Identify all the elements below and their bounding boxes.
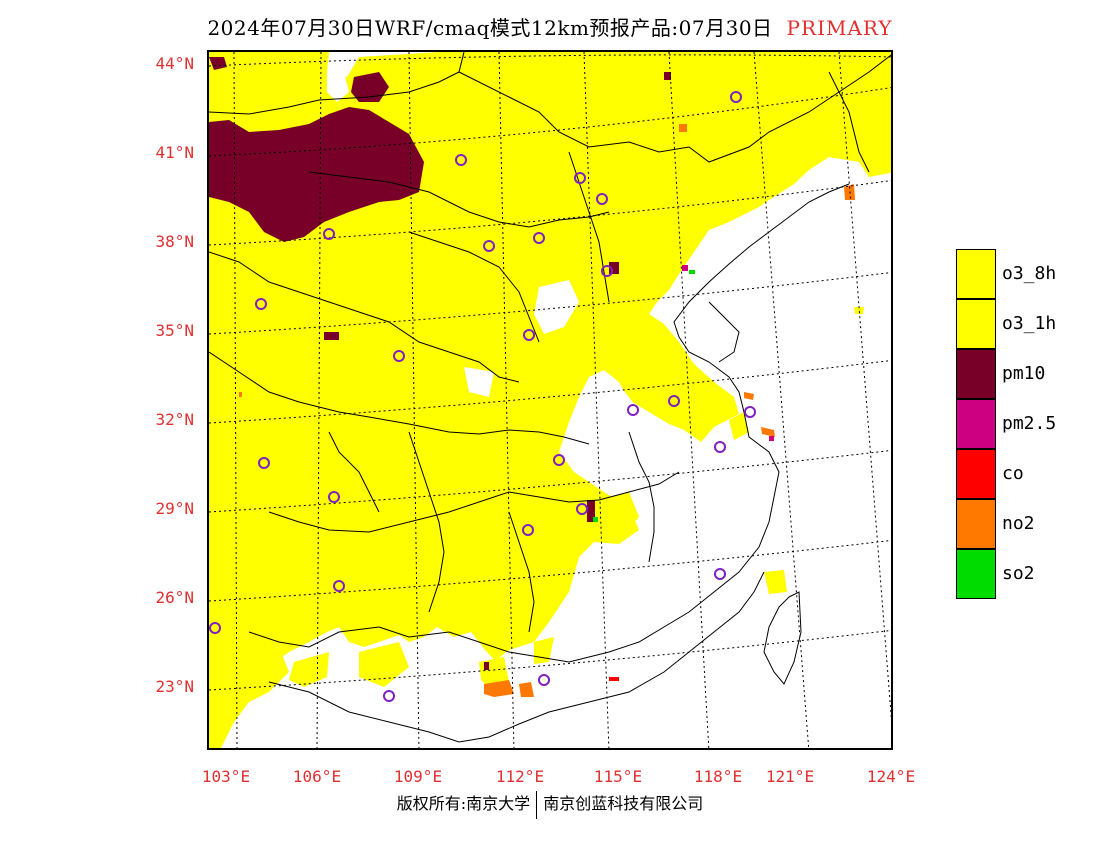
lon-label-109: 109°E: [393, 767, 443, 786]
primary-tag: PRIMARY: [786, 16, 893, 40]
bohai-sea: [327, 72, 794, 397]
legend-label: no2: [1002, 513, 1035, 534]
graticule: [209, 52, 891, 748]
map-canvas: [209, 52, 891, 748]
copyright-right: 南京创蓝科技有限公司: [543, 794, 704, 813]
pm10-region: [209, 57, 671, 670]
lat-label-44: 44°N: [155, 54, 194, 73]
legend-swatch: [956, 449, 996, 499]
minor-pollutant-spots: [593, 265, 774, 681]
legend-swatch: [956, 349, 996, 399]
legend-swatch: [956, 549, 996, 599]
footer-separator: [536, 790, 538, 819]
boundaries: [209, 52, 891, 743]
pollutant-map: [207, 50, 893, 750]
legend-label: pm10: [1002, 363, 1046, 384]
no2-region: [239, 124, 855, 697]
lon-label-118: 118°E: [693, 767, 743, 786]
legend-label: o3_1h: [1002, 313, 1057, 334]
lat-label-41: 41°N: [155, 143, 194, 162]
lon-label-115: 115°E: [593, 767, 643, 786]
lon-label-112: 112°E: [495, 767, 545, 786]
clean-region: [227, 170, 891, 748]
legend-label: co: [1002, 463, 1024, 484]
legend-swatch: [956, 249, 996, 299]
lon-label-124: 124°E: [866, 767, 916, 786]
legend-label: o3_8h: [1002, 263, 1057, 284]
legend-swatch: [956, 399, 996, 449]
lon-label-103: 103°E: [201, 767, 251, 786]
copyright-footer: 版权所有:南京大学 南京创蓝科技有限公司: [0, 790, 1100, 819]
legend-label: so2: [1002, 563, 1035, 584]
legend-swatch: [956, 299, 996, 349]
lat-label-38: 38°N: [155, 232, 194, 251]
lat-label-26: 26°N: [155, 588, 194, 607]
lon-label-106: 106°E: [292, 767, 342, 786]
legend-swatch: [956, 499, 996, 549]
legend-label: pm2.5: [1002, 413, 1057, 434]
copyright-left: 版权所有:南京大学: [396, 794, 531, 813]
lat-label-23: 23°N: [155, 677, 194, 696]
map-title: 2024年07月30日WRF/cmaq模式12km预报产品:07月30日 PRIM…: [0, 12, 1100, 41]
monitoring-stations: [209, 91, 756, 702]
o3-region: [209, 52, 891, 748]
lon-label-121: 121°E: [765, 767, 815, 786]
lat-label-32: 32°N: [155, 410, 194, 429]
lat-label-29: 29°N: [155, 499, 194, 518]
lat-label-35: 35°N: [155, 321, 194, 340]
title-text: 2024年07月30日WRF/cmaq模式12km预报产品:07月30日: [207, 16, 773, 40]
